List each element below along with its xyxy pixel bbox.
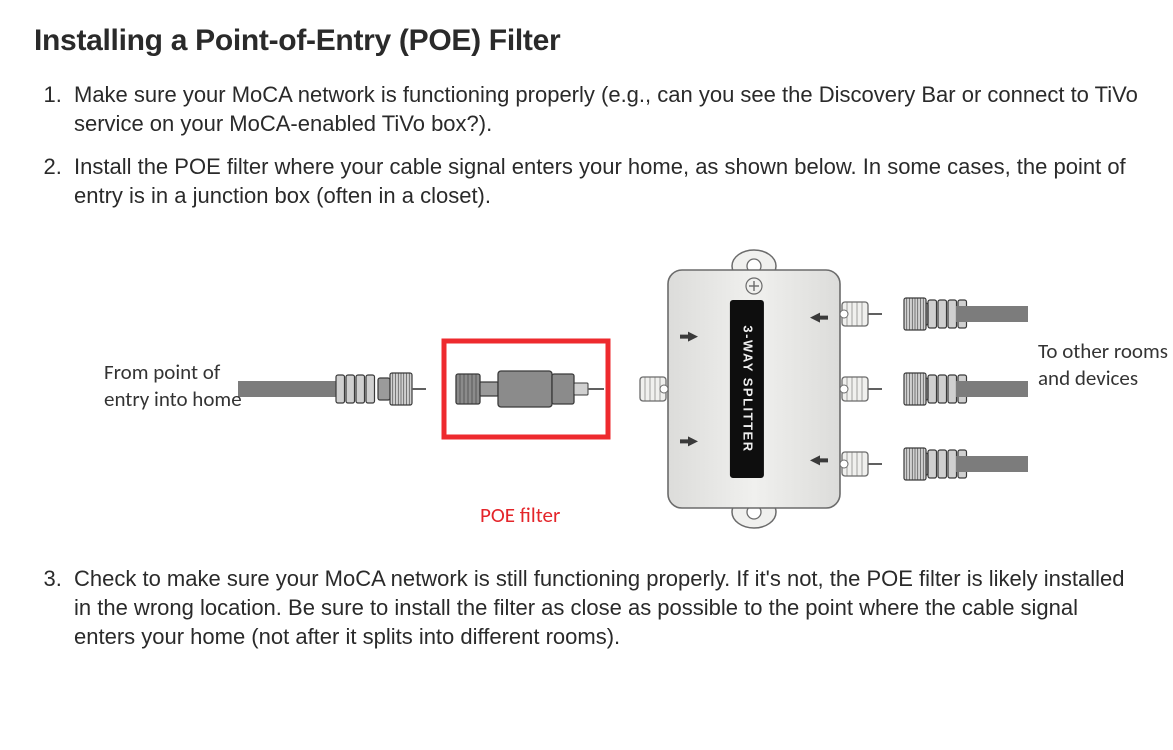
page-title: Installing a Point-of-Entry (POE) Filter xyxy=(34,24,1139,58)
label-from-entry: From point of entry into home xyxy=(104,359,264,413)
step-1: Make sure your MoCA network is functioni… xyxy=(68,80,1139,138)
step-3: Check to make sure your MoCA network is … xyxy=(68,564,1139,651)
step-2: Install the POE filter where your cable … xyxy=(68,152,1139,210)
label-poe-filter: POE filter xyxy=(480,502,560,530)
svg-text:3-WAY SPLITTER: 3-WAY SPLITTER xyxy=(740,326,755,453)
label-to-rooms: To other rooms and devices xyxy=(1038,338,1168,392)
wiring-diagram: 3-WAY SPLITTER From point of entry into … xyxy=(68,224,1139,564)
instruction-list: Make sure your MoCA network is functioni… xyxy=(34,80,1139,651)
